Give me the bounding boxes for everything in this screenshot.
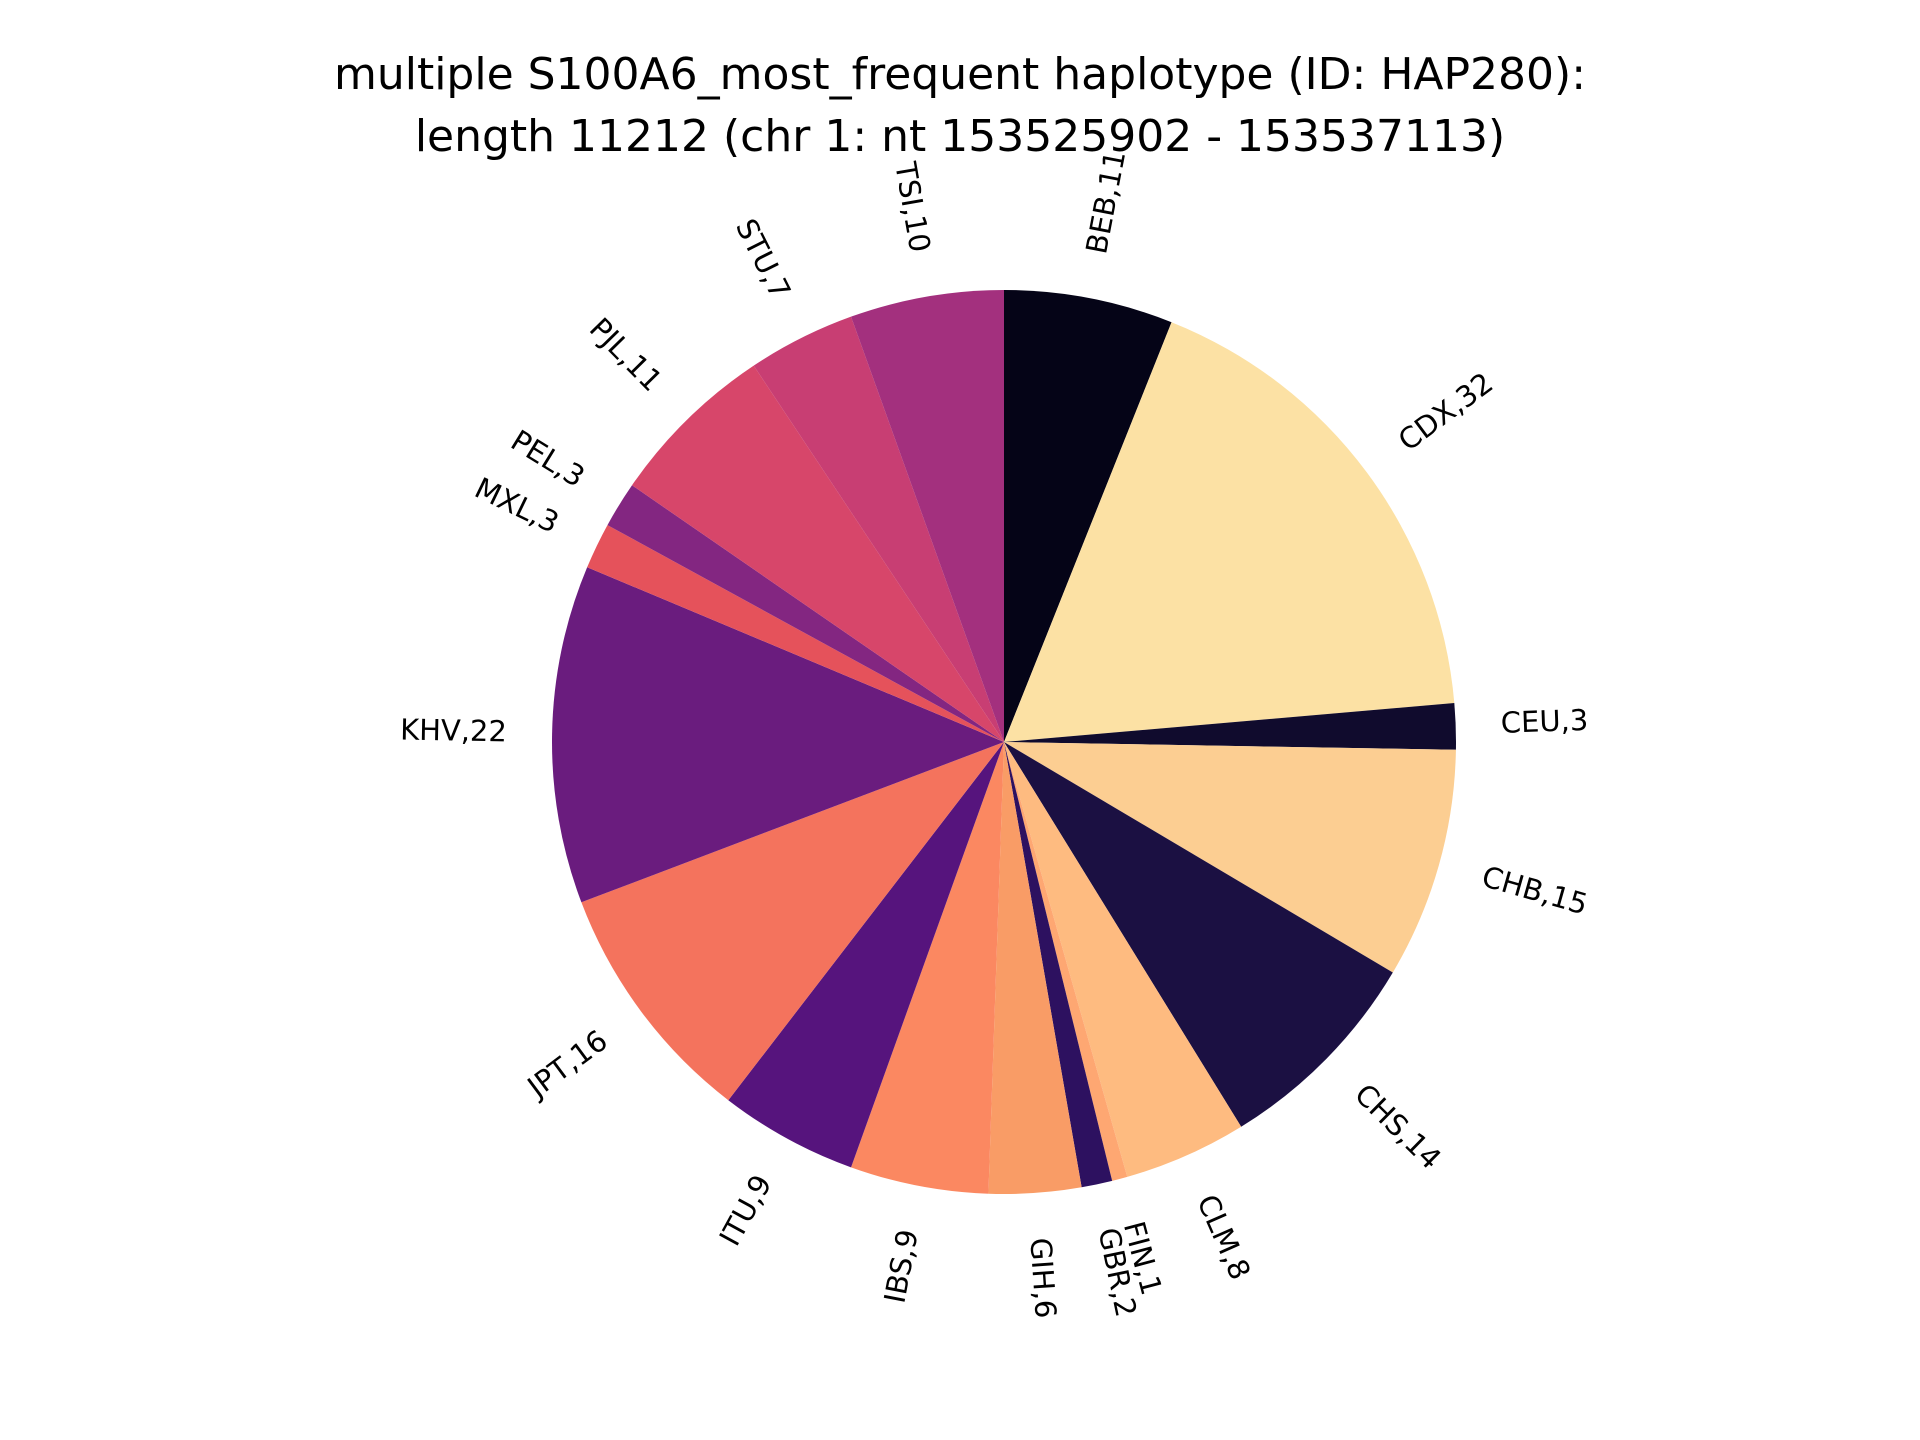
pie-slice-jpt xyxy=(581,742,1004,1101)
pie-slice-clm xyxy=(1004,742,1242,1177)
pie-label-chb: CHB,15 xyxy=(1478,859,1591,921)
pie-slice-beb xyxy=(1004,290,1172,742)
pie-label-cdx: CDX,32 xyxy=(1392,366,1499,458)
pie-label-beb: BEB,11 xyxy=(1079,148,1132,257)
chart-title-line-1: multiple S100A6_most_frequent haplotype … xyxy=(333,49,1587,100)
pie-label-clm: CLM,8 xyxy=(1190,1189,1257,1284)
pie-slice-tsi xyxy=(851,290,1004,742)
pie-slice-ibs xyxy=(851,742,1004,1194)
pie-slice-pjl xyxy=(632,365,1004,742)
pie-slice-mxl xyxy=(587,525,1004,742)
pie-label-stu: STU,7 xyxy=(729,213,798,304)
pie-slice-pel xyxy=(607,485,1004,742)
pie-slice-itu xyxy=(728,742,1004,1168)
pie-label-chs: CHS,14 xyxy=(1348,1077,1448,1176)
pie-label-khv: KHV,22 xyxy=(400,713,507,749)
pie-label-pjl: PJL,11 xyxy=(583,311,669,398)
pie-label-ibs: IBS,9 xyxy=(878,1227,925,1306)
pie-label-jpt: JPT,16 xyxy=(520,1023,614,1105)
pie-slice-stu xyxy=(753,316,1004,742)
pie-slice-chb xyxy=(1004,742,1456,973)
pie-slice-khv xyxy=(552,567,1004,903)
chart-title-line-2: length 11212 (chr 1: nt 153525902 - 1535… xyxy=(414,111,1506,162)
pie-slices xyxy=(552,290,1456,1194)
pie-label-mxl: MXL,3 xyxy=(470,471,565,540)
pie-label-itu: ITU,9 xyxy=(713,1169,779,1251)
pie-slice-gbr xyxy=(1004,742,1113,1188)
pie-label-tsi: TSI,10 xyxy=(888,158,937,254)
pie-slice-gih xyxy=(988,742,1082,1194)
pie-slice-chs xyxy=(1004,742,1393,1127)
pie-label-ceu: CEU,3 xyxy=(1500,703,1589,740)
pie-label-pel: PEL,3 xyxy=(505,423,591,494)
pie-slice-fin xyxy=(1004,742,1128,1181)
pie-slice-cdx xyxy=(1004,322,1455,742)
pie-slice-ceu xyxy=(1004,703,1456,750)
chart-title: multiple S100A6_most_frequent haplotype … xyxy=(0,44,1920,168)
pie-label-gih: GIH,6 xyxy=(1023,1237,1062,1320)
